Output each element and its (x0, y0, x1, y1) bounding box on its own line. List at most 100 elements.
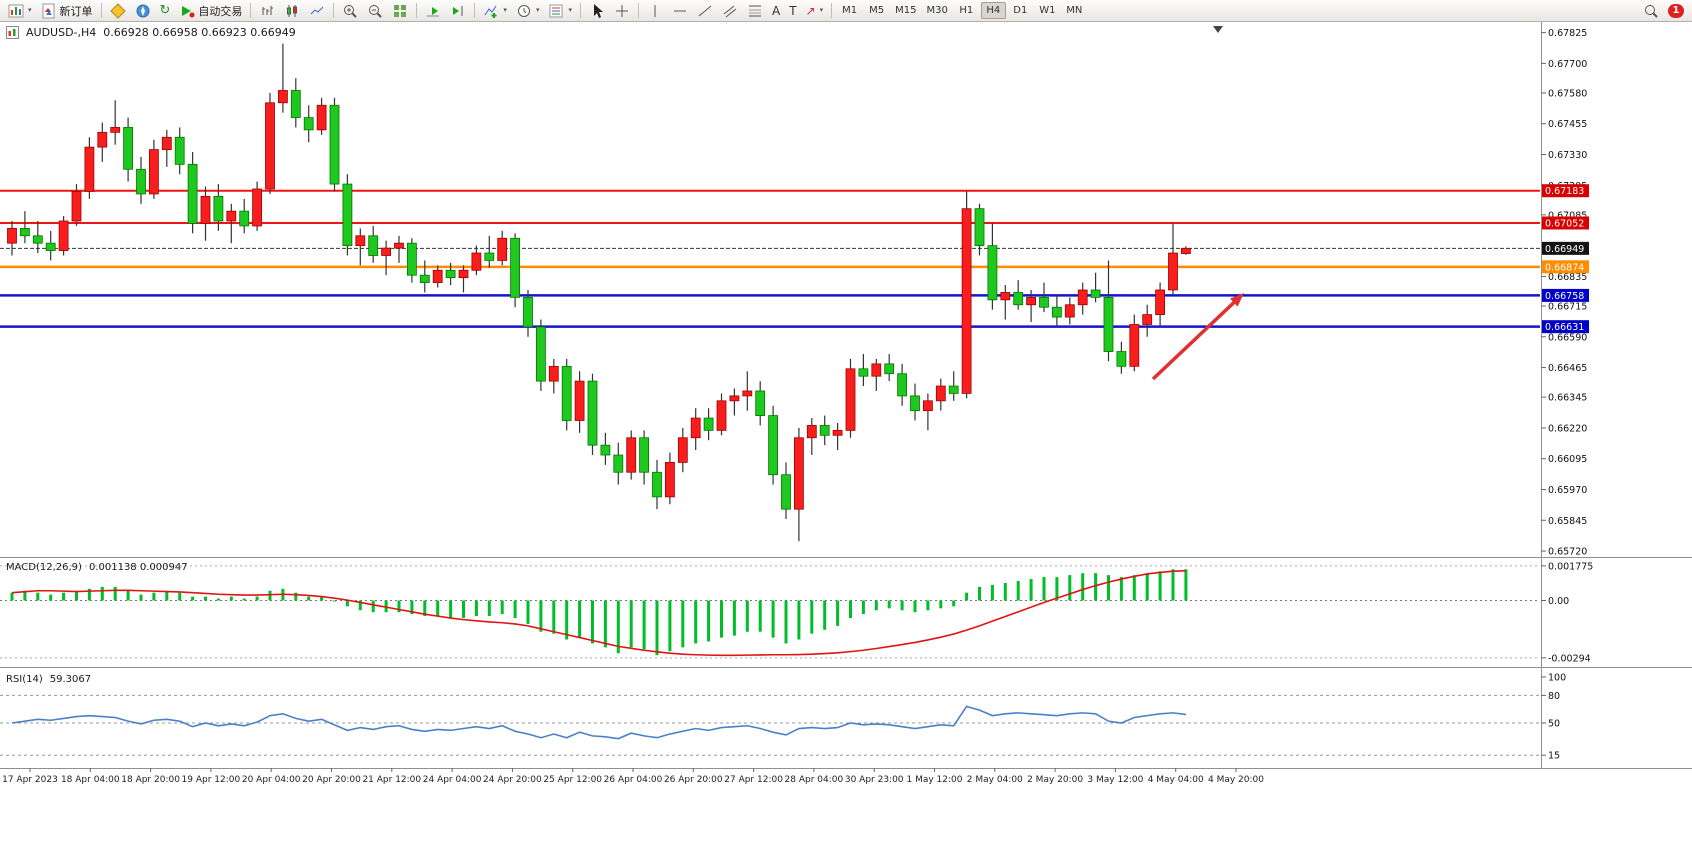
price-axis-label: 0.67825 (1548, 28, 1587, 39)
candle-body (97, 131, 108, 148)
timeframe-h1-button[interactable]: H1 (954, 2, 979, 19)
indicators-button[interactable]: ▾ (479, 1, 511, 20)
price-axis-label: 0.66345 (1548, 393, 1587, 404)
bar-chart-mode-button[interactable] (255, 1, 279, 20)
new-order-button[interactable]: 新订单 (37, 1, 97, 20)
candle-body (742, 390, 753, 397)
macd-histogram-bar (1119, 577, 1123, 601)
macd-histogram-bar (926, 600, 930, 611)
cursor-tool-button[interactable] (585, 1, 609, 20)
macd-histogram-bar (100, 586, 104, 601)
candle-body (1116, 351, 1127, 367)
zoom-in-button[interactable] (338, 1, 362, 20)
periods-caret-icon: ▾ (535, 6, 540, 14)
candle-body (252, 188, 263, 227)
price-axis-label: 0.66465 (1548, 363, 1587, 374)
timeframe-h4-button[interactable]: H4 (980, 2, 1006, 19)
label-tool-button[interactable]: T (785, 1, 800, 20)
candle-body (368, 235, 379, 256)
crosshair-tool-button[interactable] (610, 1, 634, 20)
macd-histogram-bar (1158, 571, 1162, 601)
refresh-button[interactable]: ↻ (156, 1, 175, 20)
price-axis-label: 0.67700 (1548, 59, 1587, 70)
timeframe-d1-button[interactable]: D1 (1008, 2, 1033, 19)
macd-histogram-bar (358, 600, 362, 611)
candle-body (110, 127, 121, 133)
line-chart-mode-icon (311, 6, 324, 14)
macd-histogram-bar (526, 600, 530, 624)
candle-body (342, 183, 353, 247)
channel-tool-button[interactable] (718, 1, 742, 20)
fibonacci-tool-button[interactable] (743, 1, 767, 20)
macd-signal-line (11, 570, 1186, 657)
metaeditor-button[interactable] (106, 1, 130, 20)
candle-body (600, 444, 611, 456)
candle-body (394, 242, 404, 249)
candle-body (819, 425, 830, 436)
trendline-tool-button[interactable] (693, 1, 717, 20)
rsi-value: 59.3067 (49, 674, 92, 685)
arrows-caret-icon: ▾ (819, 6, 824, 14)
price-badge (1542, 184, 1589, 198)
templates-button[interactable]: ▾ (544, 1, 576, 20)
new-chart-button[interactable]: ▾ (4, 1, 36, 20)
candle-body (536, 326, 546, 382)
vertical-line-tool-button[interactable] (643, 1, 667, 20)
date-label: 3 May 12:00 (1087, 775, 1143, 785)
timeframe-mn-button[interactable]: MN (1062, 2, 1087, 19)
macd-histogram-bar (887, 600, 891, 609)
auto-scroll-button[interactable] (421, 1, 445, 20)
zoom-out-button[interactable] (363, 1, 387, 20)
candle-body (923, 400, 933, 412)
notifications-button[interactable]: 1 (1664, 1, 1688, 20)
trend-arrow-shaft (1151, 297, 1239, 381)
timeframe-m5-button[interactable]: M5 (864, 2, 889, 19)
autotrading-button[interactable]: 自动交易 (175, 1, 246, 20)
price-badge-label: 0.67183 (1545, 186, 1584, 197)
timeframe-m15-button[interactable]: M15 (891, 2, 920, 19)
navigator-icon (136, 4, 150, 17)
vertical-line-icon (654, 4, 656, 17)
macd-histogram-bar (745, 600, 749, 632)
timeframe-m1-button[interactable]: M1 (837, 2, 862, 19)
text-tool-button[interactable]: A (768, 1, 784, 20)
chart-canvas[interactable]: 0.678250.677000.675800.674550.673300.672… (0, 22, 1692, 794)
arrows-tool-button[interactable]: ↗ ▾ (802, 1, 828, 20)
rsi-header: RSI(14) 59.3067 (6, 674, 91, 685)
candle-body (1103, 296, 1114, 352)
macd-histogram-bar (152, 592, 156, 601)
tile-windows-button[interactable] (388, 1, 412, 20)
periods-button[interactable]: ▾ (512, 1, 544, 20)
macd-title: MACD(12,26,9) (6, 562, 82, 573)
chart-ohlc: 0.66928 0.66958 0.66923 0.66949 (103, 26, 296, 39)
horizontal-line-tool-button[interactable] (668, 1, 692, 20)
candle-body (19, 228, 30, 237)
timeframe-w1-button[interactable]: W1 (1035, 2, 1060, 19)
price-badge-label: 0.66874 (1545, 262, 1584, 273)
candle-body (806, 425, 817, 439)
macd-histogram-bar (216, 598, 220, 601)
candle-body (987, 245, 998, 301)
search-button[interactable] (1639, 1, 1663, 20)
date-label: 2 May 20:00 (1027, 775, 1083, 785)
date-label: 27 Apr 12:00 (724, 775, 783, 785)
macd-histogram-bar (345, 600, 349, 607)
timeframe-m30-button[interactable]: M30 (922, 2, 951, 19)
price-badge (1542, 260, 1589, 274)
macd-histogram-bar (49, 594, 53, 601)
zoom-out-icon (369, 4, 383, 18)
candlestick-mode-button[interactable] (280, 1, 304, 20)
chart-shift-button[interactable] (446, 1, 470, 20)
line-chart-mode-button[interactable] (305, 1, 329, 20)
candle-body (768, 415, 778, 476)
macd-histogram-bar (616, 600, 620, 654)
bar-chart-mode-icon (262, 5, 274, 15)
search-icon (1645, 4, 1658, 18)
macd-axis-label: -0.00294 (1548, 653, 1591, 664)
price-axis-label: 0.66095 (1548, 454, 1587, 465)
candle-body (381, 247, 392, 256)
macd-histogram-bar (668, 600, 672, 652)
navigator-button[interactable] (131, 1, 155, 20)
candle-body (639, 437, 649, 473)
